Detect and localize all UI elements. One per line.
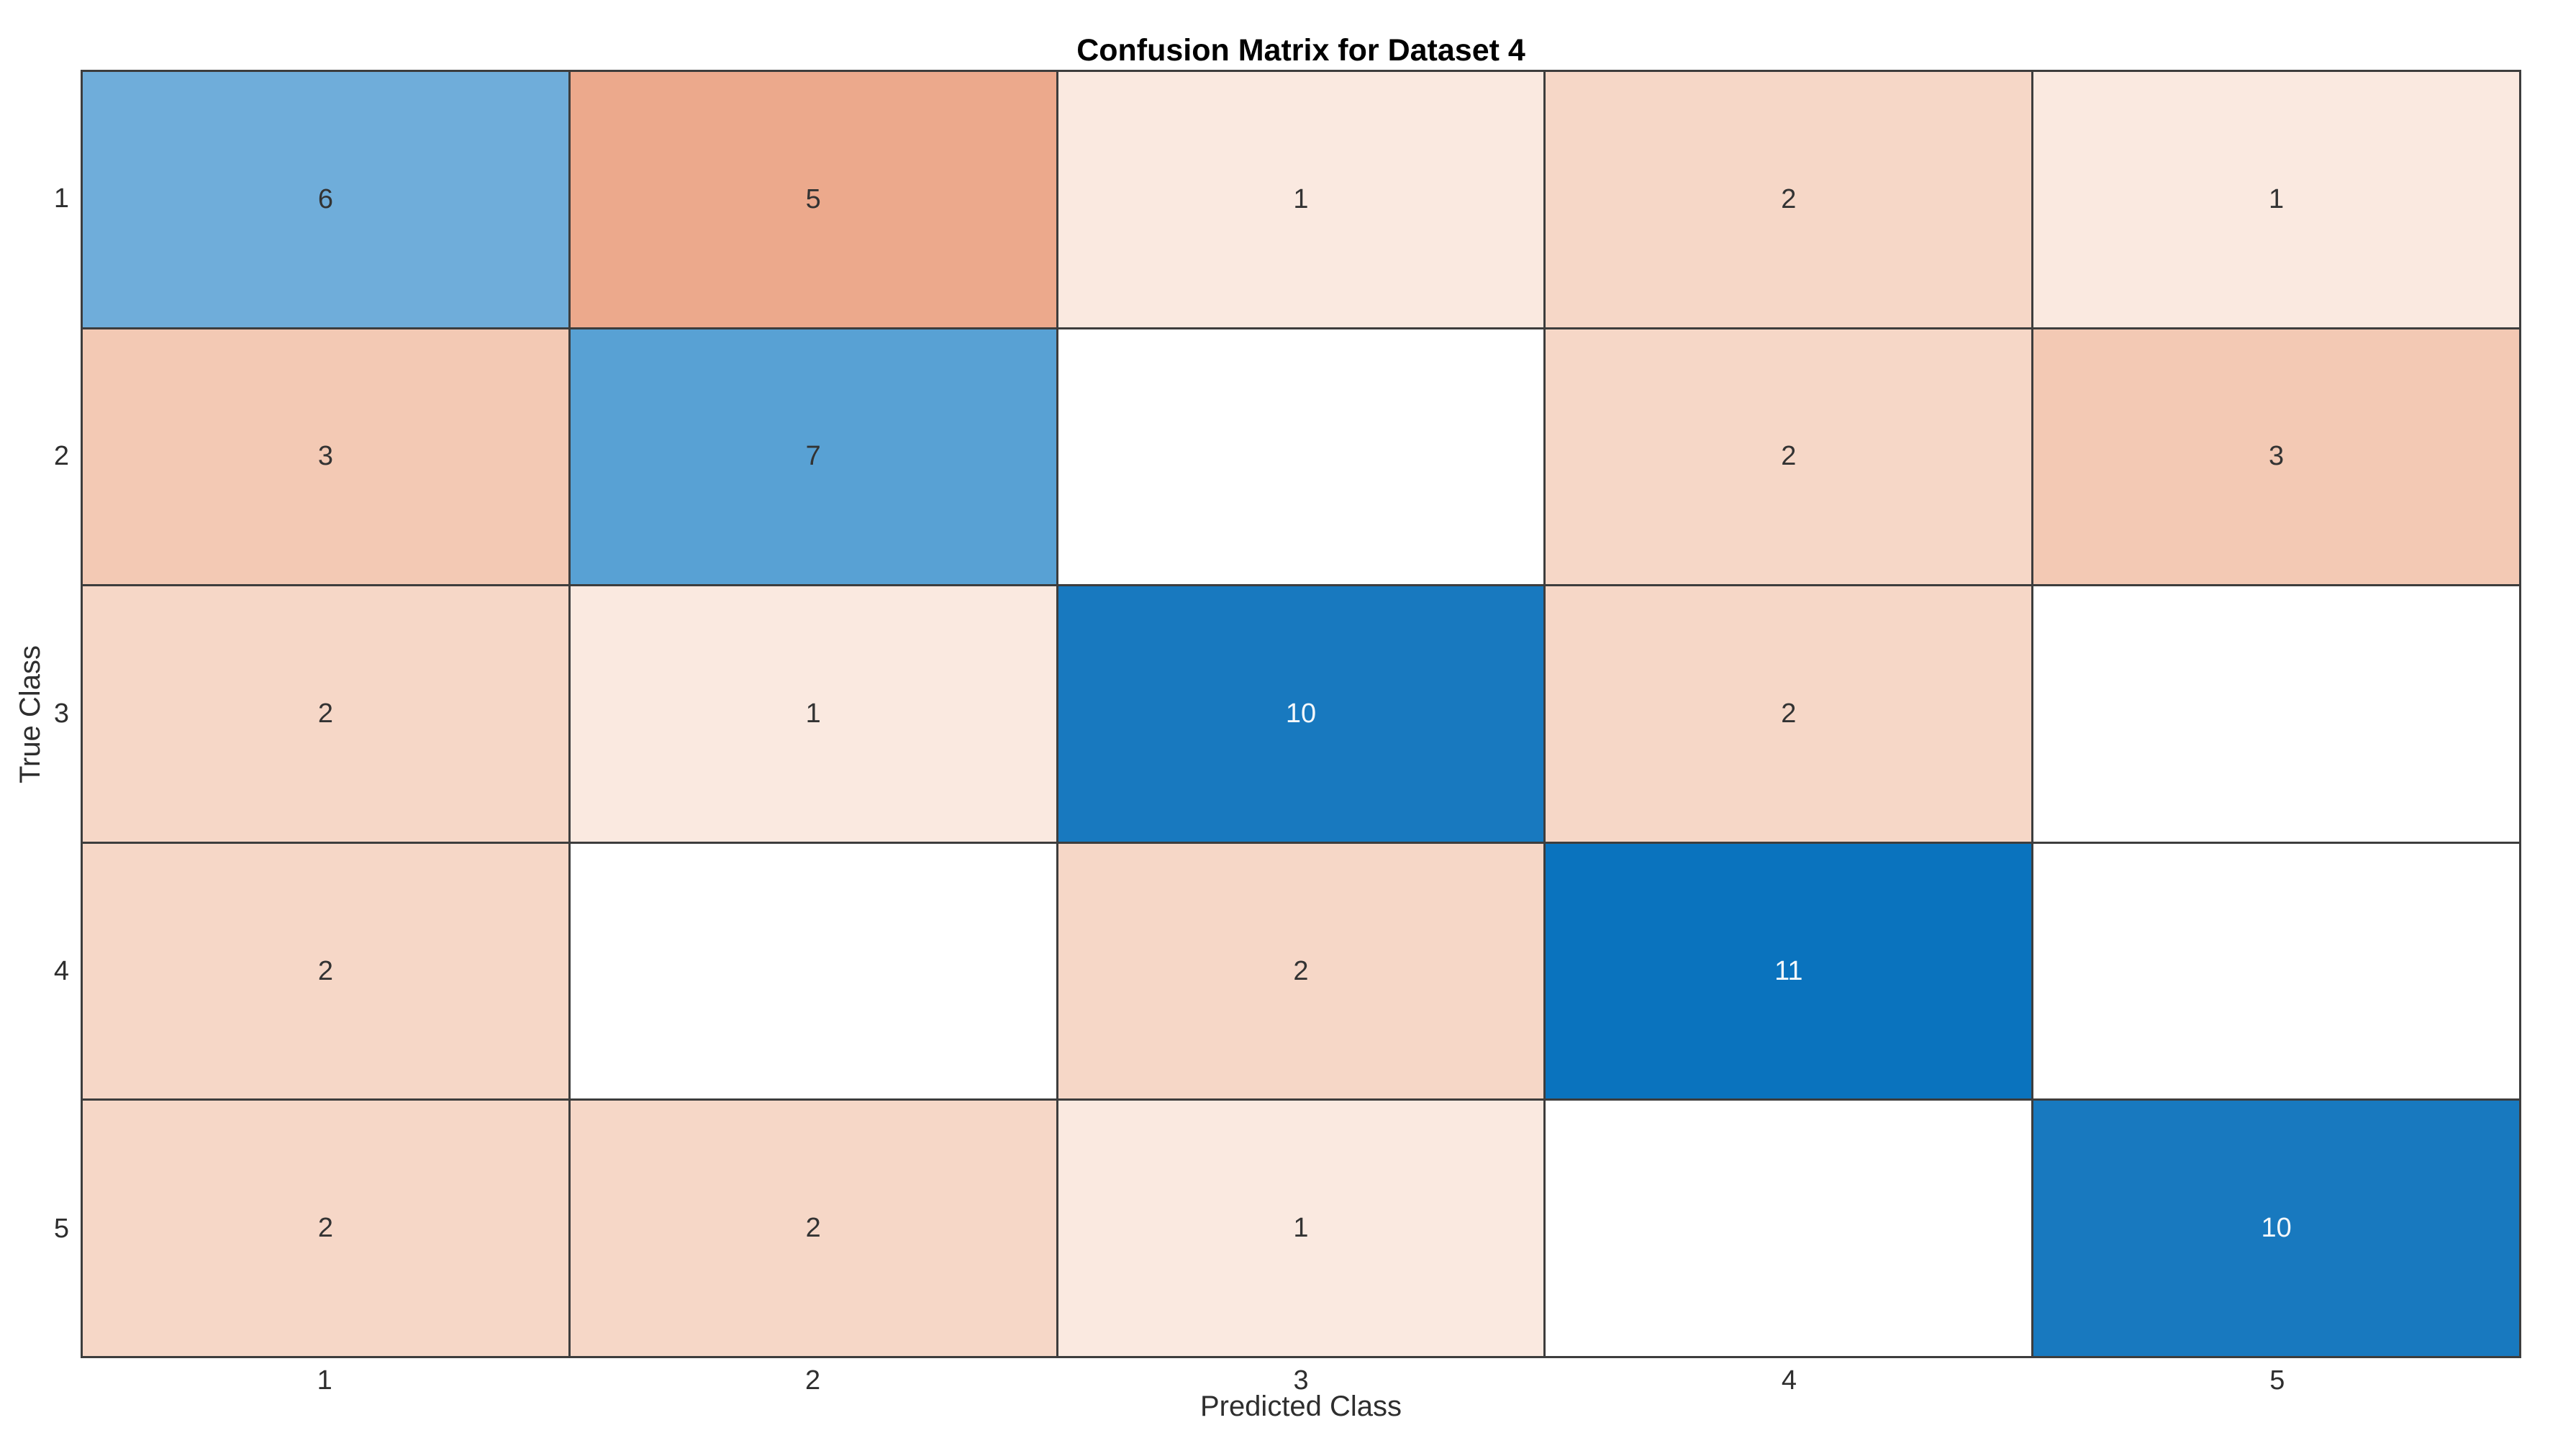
confusion-matrix-grid: 6 5 1 2 1 3 7 2 3 2 1 10 2 2 2 11 2 2 1 10	[81, 70, 2521, 1358]
chart-title: Confusion Matrix for Dataset 4	[1076, 33, 1525, 68]
matrix-cell-r5c2: 2	[570, 1101, 1056, 1356]
matrix-cell-r3c3: 10	[1058, 586, 1544, 842]
matrix-cell-r3c1: 2	[83, 586, 568, 842]
y-tick-label: 2	[53, 440, 69, 471]
matrix-cell-r5c4	[1546, 1101, 2032, 1356]
x-tick-label: 4	[1781, 1365, 1797, 1396]
matrix-cell-r3c4: 2	[1546, 586, 2032, 842]
matrix-cell-r5c1: 2	[83, 1101, 568, 1356]
y-tick-label: 4	[53, 956, 69, 987]
matrix-cell-r3c2: 1	[570, 586, 1056, 842]
matrix-cell-r2c4: 2	[1546, 329, 2032, 585]
matrix-cell-r5c5: 10	[2033, 1101, 2519, 1356]
matrix-cell-r2c2: 7	[570, 329, 1056, 585]
y-tick-label: 3	[53, 699, 69, 729]
y-tick-label: 1	[53, 183, 69, 214]
matrix-cell-r5c3: 1	[1058, 1101, 1544, 1356]
y-tick-label: 5	[53, 1214, 69, 1245]
matrix-cell-r2c3	[1058, 329, 1544, 585]
matrix-cell-r4c5	[2033, 843, 2519, 1099]
matrix-cell-r1c2: 5	[570, 72, 1056, 327]
x-tick-label: 1	[317, 1365, 332, 1396]
x-tick-labels: 1 2 3 4 5	[81, 1364, 2521, 1397]
matrix-cell-r3c5	[2033, 586, 2519, 842]
x-tick-label: 5	[2269, 1365, 2285, 1396]
matrix-cell-r2c1: 3	[83, 329, 568, 585]
x-tick-label: 3	[1293, 1365, 1309, 1396]
matrix-cell-r4c2	[570, 843, 1056, 1099]
y-tick-labels: 1 2 3 4 5	[0, 70, 69, 1358]
matrix-cell-r1c4: 2	[1546, 72, 2032, 327]
x-axis-label: Predicted Class	[1199, 1391, 1402, 1422]
matrix-cell-r4c4: 11	[1546, 843, 2032, 1099]
matrix-cell-r1c5: 1	[2033, 72, 2519, 327]
matrix-cell-r4c3: 2	[1058, 843, 1544, 1099]
matrix-cell-r4c1: 2	[83, 843, 568, 1099]
matrix-cell-r2c5: 3	[2033, 329, 2519, 585]
x-tick-label: 2	[805, 1365, 821, 1396]
matrix-cell-r1c3: 1	[1058, 72, 1544, 327]
matrix-cell-r1c1: 6	[83, 72, 568, 327]
